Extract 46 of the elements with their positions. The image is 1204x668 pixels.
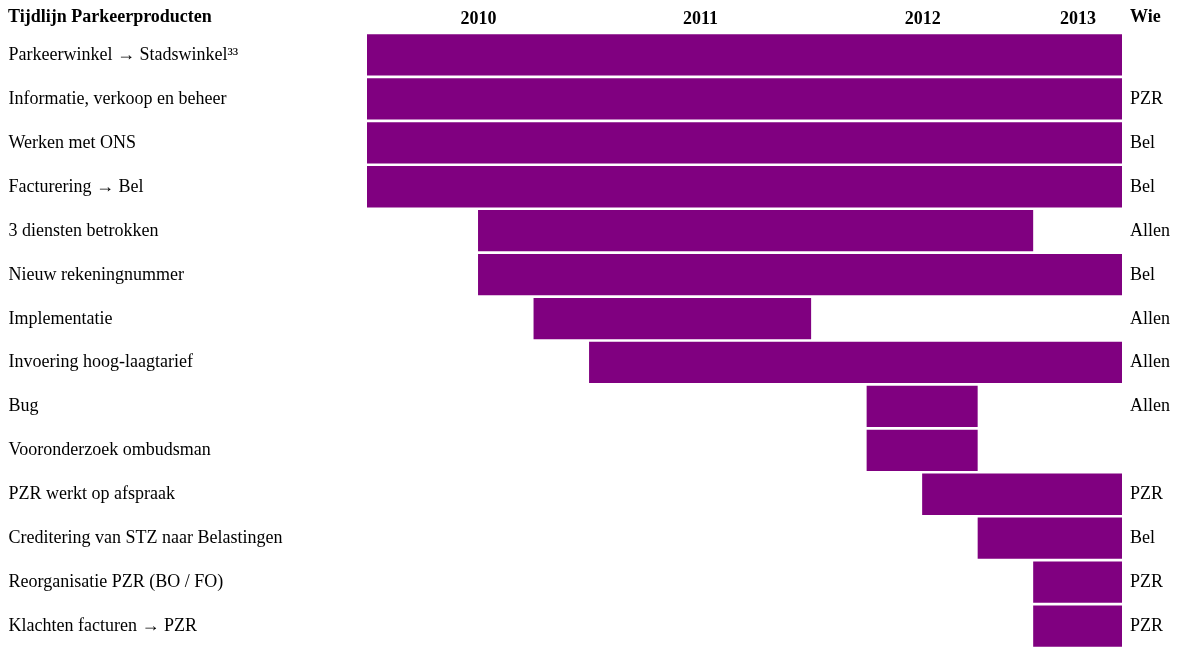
y2-tick-label: PZR	[1130, 87, 1164, 108]
y2-tick-label: Bel	[1130, 263, 1155, 284]
y2-tick-label: Bel	[1130, 131, 1155, 152]
y-tick-label: Facturering → Bel	[8, 175, 144, 196]
bar	[922, 473, 1122, 515]
y2-tick-label: Bel	[1130, 175, 1155, 196]
y2-tick-label: PZR	[1130, 483, 1164, 504]
bar	[478, 210, 1034, 252]
y2-tick-label: Allen	[1130, 395, 1170, 416]
bar	[589, 341, 1122, 384]
bar	[977, 517, 1122, 559]
bar	[866, 385, 978, 428]
y-tick-label: 3 diensten betrokken	[8, 219, 159, 240]
x-tick-label: 2010	[460, 7, 497, 28]
bar	[533, 297, 812, 340]
x-tick-label: 2012	[904, 7, 941, 28]
bar	[367, 78, 1122, 120]
bar	[367, 34, 1122, 76]
y-tick-label: Invoering hoog-laagtarief	[8, 351, 193, 372]
bar	[866, 429, 978, 471]
y-tick-label: Informatie, verkoop en beheer	[8, 87, 227, 108]
y-tick-label: Werken met ONS	[8, 131, 137, 152]
bar	[367, 122, 1122, 164]
bar	[1033, 605, 1122, 647]
y-tick-label: Bug	[8, 395, 39, 416]
x-tick-label: 2011	[683, 7, 719, 28]
bar	[478, 253, 1122, 296]
y2-tick-label: PZR	[1130, 615, 1164, 636]
y-tick-label: Vooronderzoek ombudsman	[8, 439, 211, 460]
y2-tick-label: Allen	[1130, 307, 1170, 328]
y2-tick-label: Bel	[1130, 527, 1155, 548]
y-tick-label: Implementatie	[8, 307, 113, 328]
y-tick-label: Reorganisatie PZR (BO / FO)	[8, 571, 224, 593]
y2-tick-label: Allen	[1130, 351, 1170, 372]
y2-tick-label: Allen	[1130, 219, 1170, 240]
y2-axis-title: Wie	[1130, 6, 1161, 26]
y2-tick-label: PZR	[1130, 571, 1164, 592]
y-tick-label: PZR werkt op afspraak	[8, 483, 175, 504]
x-tick-label: 2013	[1060, 7, 1097, 28]
y-tick-label: Nieuw rekeningnummer	[8, 263, 184, 284]
bar	[1033, 561, 1122, 603]
y-tick-label: Klachten facturen → PZR	[8, 615, 197, 636]
y-tick-label: Creditering van STZ naar Belastingen	[8, 527, 283, 548]
text: Tijdlijn Parkeerproducten	[8, 6, 212, 26]
y-tick-label: Parkeerwinkel → Stadswinkel³³	[8, 43, 239, 64]
bar	[367, 166, 1122, 208]
